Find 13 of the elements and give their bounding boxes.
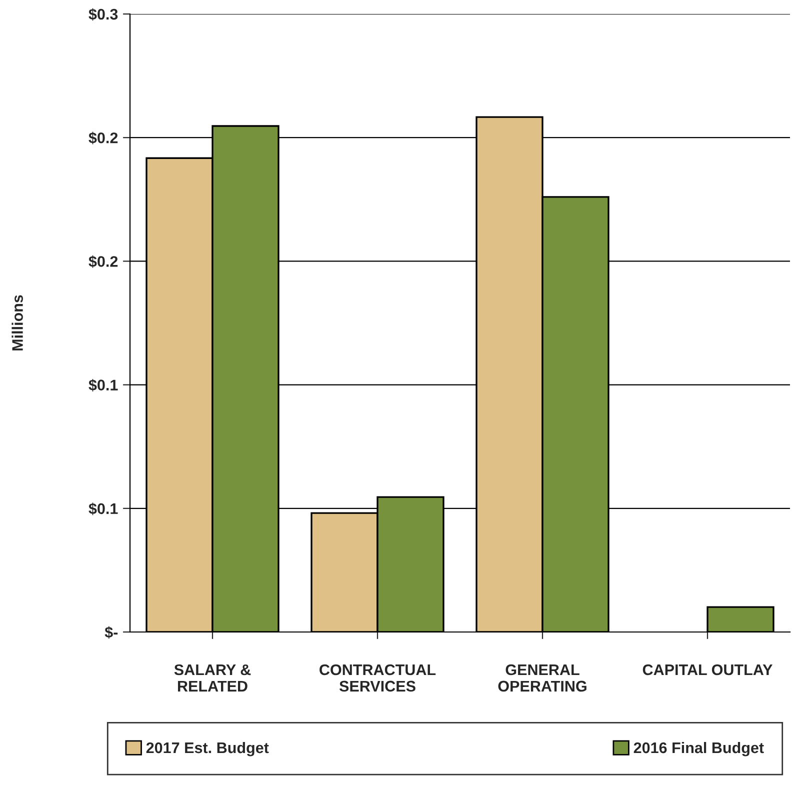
y-tick-label: $0.3 (88, 8, 118, 21)
legend-label: 2016 Final Budget (634, 742, 764, 756)
y-tick-label: $- (104, 626, 118, 639)
y-tick-label: $0.1 (88, 378, 118, 392)
x-tick-label: SALARY & RELATED (174, 664, 251, 692)
x-tick-label: GENERAL OPERATING (498, 664, 586, 692)
x-tick-label: CAPITAL OUTLAY (642, 664, 772, 676)
y-tick-label: $0.2 (88, 255, 118, 268)
y-tick-label: $0.1 (88, 502, 118, 516)
y-axis-title: Millions (12, 295, 23, 350)
legend-label: 2017 Est. Budget (146, 742, 269, 756)
y-tick-label: $0.2 (88, 132, 118, 144)
x-tick-label: CONTRACTUAL SERVICES (320, 664, 436, 692)
